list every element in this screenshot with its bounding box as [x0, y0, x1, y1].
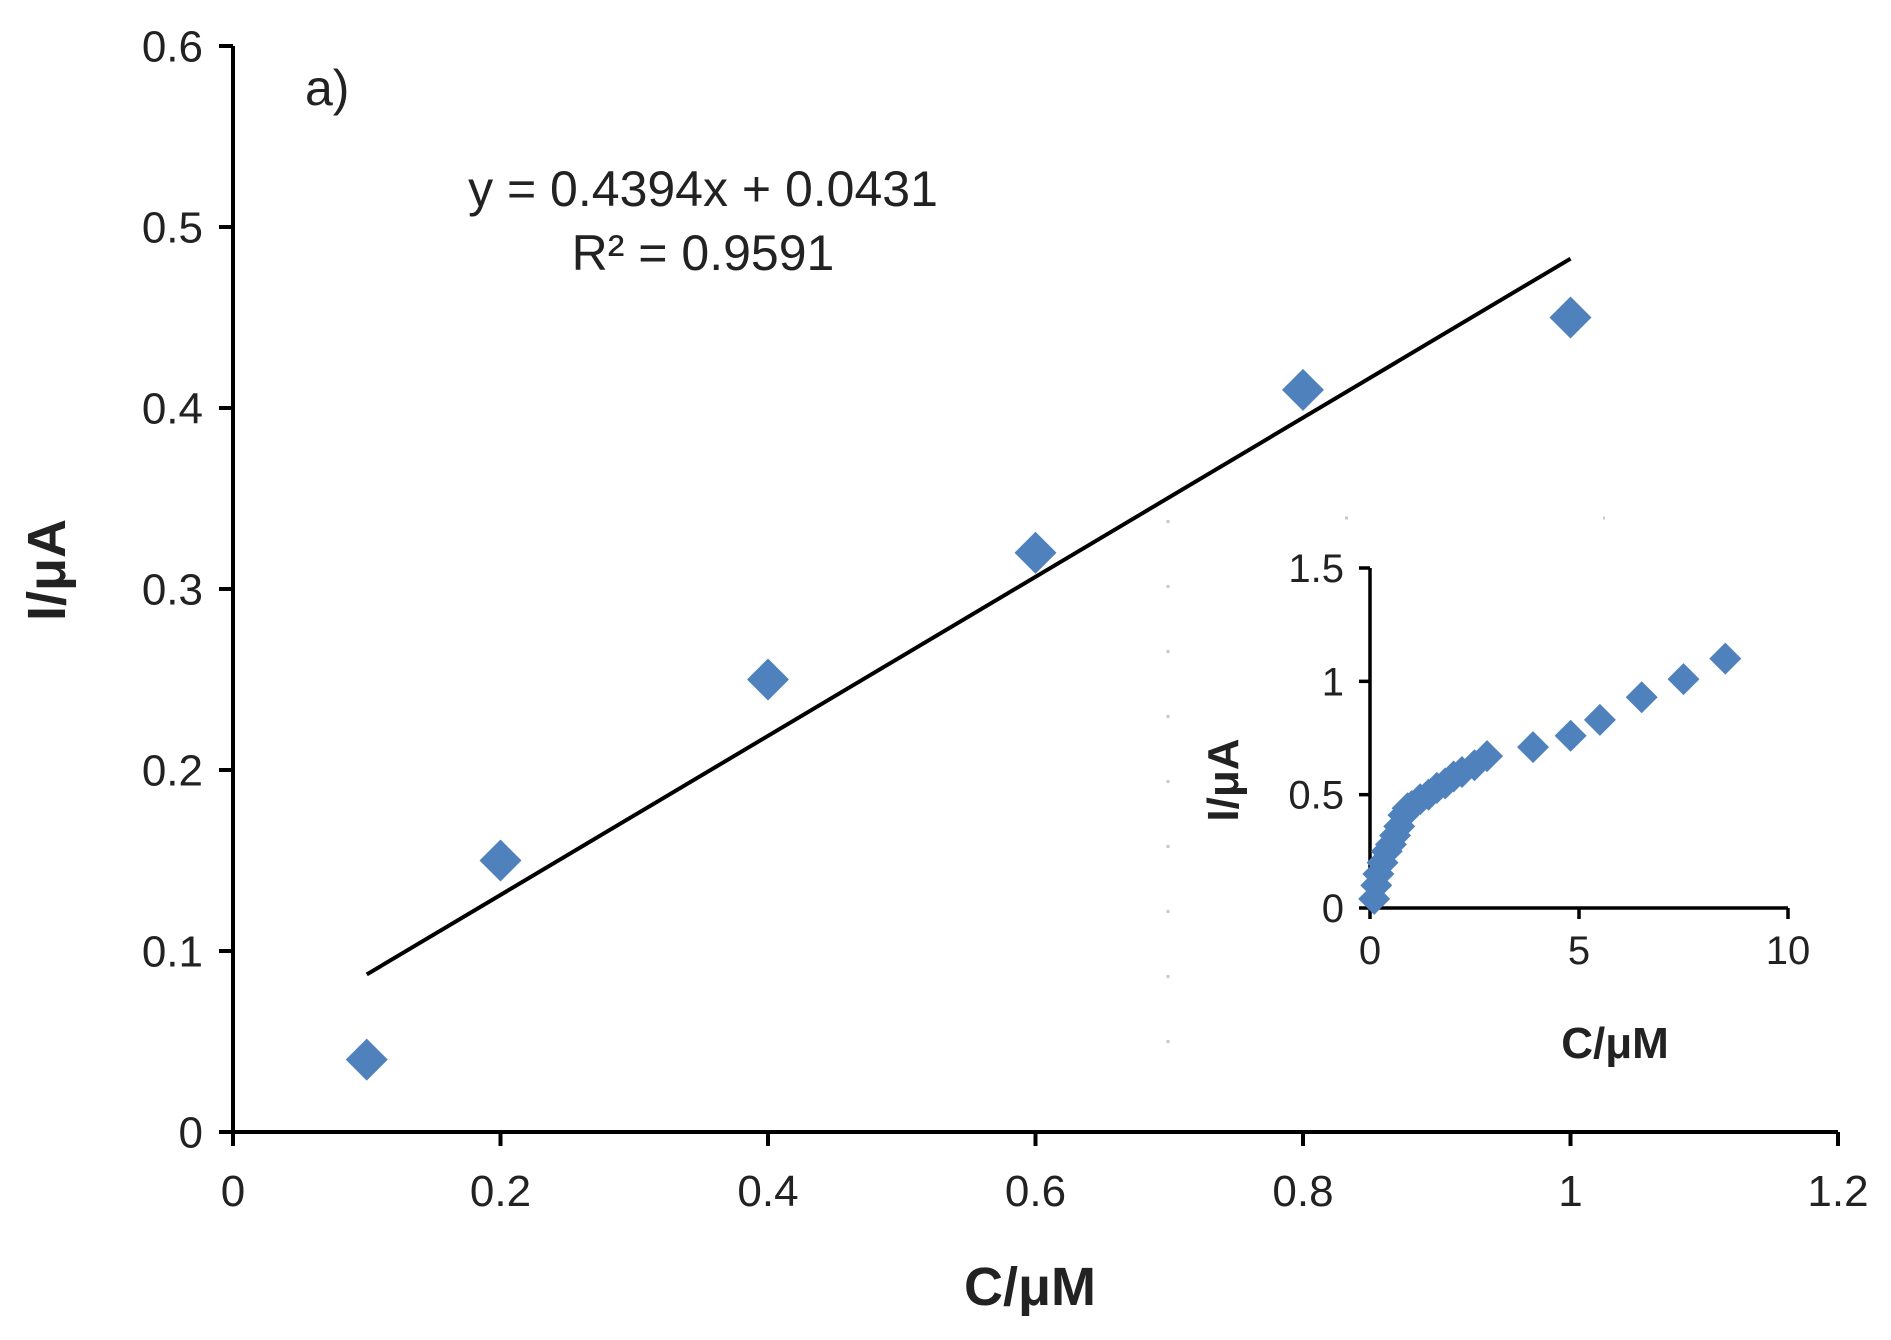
y-tick-label: 0.2	[142, 746, 203, 795]
inset-y-tick-label: 1	[1322, 660, 1344, 704]
inset-y-tick-label: 0	[1322, 887, 1344, 931]
main-plot-area: 0 0.2 0.4 0.6 0.8 1 1.2 0 0.1 0.2 0.3 0.4 0.5 0.6	[142, 22, 1869, 1216]
x-tick-label: 1.2	[1807, 1167, 1868, 1216]
x-tick-label: 0.2	[470, 1167, 531, 1216]
inset-x-tick-label: 5	[1568, 929, 1590, 973]
panel-label: a)	[305, 60, 349, 116]
inset-y-tick-label: 0.5	[1288, 774, 1344, 818]
inset-data-point	[1667, 663, 1700, 696]
data-point	[479, 839, 522, 882]
trendline-equation: y = 0.4394x + 0.0431	[468, 161, 938, 217]
inset-data-point	[1517, 731, 1550, 764]
x-tick-label: 0.4	[737, 1167, 798, 1216]
inset-x-axis-title: C/μM	[1561, 1019, 1669, 1068]
inset-plot-area: 0 5 10 0 0.5 1 1.5	[1288, 547, 1810, 973]
data-point	[1549, 296, 1592, 339]
data-point	[747, 658, 789, 701]
inset-data-point	[1709, 642, 1742, 675]
y-tick-label: 0.5	[142, 203, 203, 252]
data-point	[1014, 531, 1057, 574]
inset-y-axis-title: I/μA	[1199, 738, 1248, 821]
inset-data-point	[1583, 703, 1616, 736]
inset-x-tick-label: 10	[1766, 929, 1811, 973]
x-axis-title: C/μM	[964, 1257, 1096, 1317]
y-tick-label: 0.3	[142, 565, 203, 614]
y-tick-label: 0.4	[142, 384, 203, 433]
x-tick-label: 0.6	[1005, 1167, 1066, 1216]
x-tick-label: 0.8	[1272, 1167, 1333, 1216]
y-tick-label: 0	[179, 1108, 203, 1157]
x-tick-label: 0	[221, 1167, 245, 1216]
y-tick-label: 0.6	[142, 22, 203, 71]
x-tick-label: 1	[1558, 1167, 1582, 1216]
y-axis-title: I/μA	[17, 519, 77, 621]
data-point	[1282, 368, 1324, 411]
trendline-r2: R² = 0.9591	[572, 225, 835, 281]
y-tick-label: 0.1	[142, 927, 203, 976]
data-point	[345, 1038, 388, 1081]
inset-data-point	[1625, 681, 1658, 714]
trendline	[365, 256, 1572, 977]
inset-y-tick-label: 1.5	[1288, 547, 1344, 591]
inset-data-point	[1554, 719, 1587, 752]
inset-data-point	[1471, 740, 1504, 773]
inset-x-tick-label: 0	[1359, 929, 1381, 973]
